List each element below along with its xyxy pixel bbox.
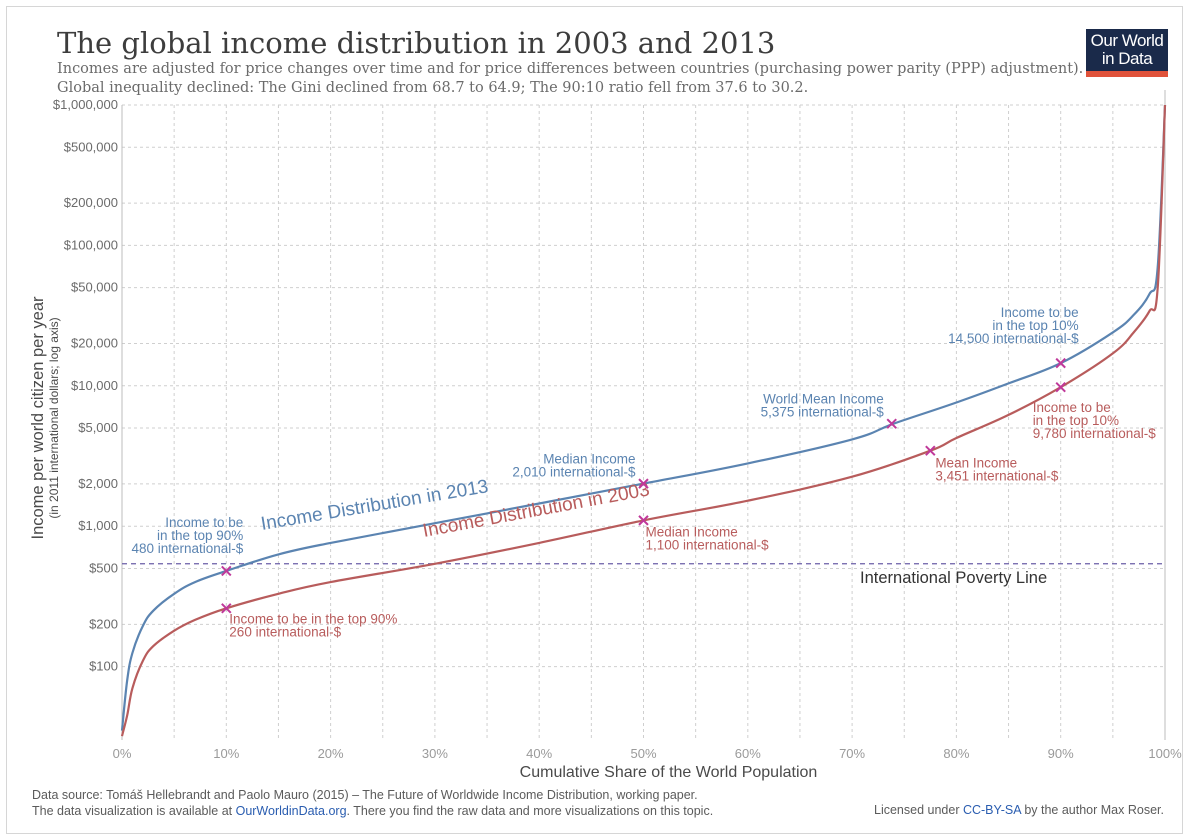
annotation-marker bbox=[638, 515, 649, 526]
x-axis-title: Cumulative Share of the World Population bbox=[520, 764, 818, 781]
page-subtitle: Incomes are adjusted for price changes o… bbox=[57, 60, 1083, 98]
y-tick-label: $500,000 bbox=[64, 139, 118, 154]
y-tick-label: $5,000 bbox=[78, 420, 118, 435]
y-tick-label: $200,000 bbox=[64, 195, 118, 210]
logo-accent-bar bbox=[1086, 71, 1168, 77]
y-axis-title: Income per world citizen per year bbox=[29, 296, 47, 540]
series-line-2013 bbox=[120, 104, 1167, 731]
logo-line-1: Our World bbox=[1090, 31, 1164, 50]
x-tick-label: 90% bbox=[1048, 746, 1074, 761]
annotation-marker bbox=[1055, 357, 1066, 369]
annotation-label: 14,500 international-$ bbox=[948, 331, 1079, 346]
annotation-label: Income to be bbox=[1001, 305, 1079, 320]
x-tick-label: 50% bbox=[630, 746, 656, 761]
annotation-label: in the top 90% bbox=[157, 528, 243, 543]
footer-viz-prefix: The data visualization is available at bbox=[32, 804, 236, 818]
series-line-2003 bbox=[120, 104, 1167, 737]
logo-line-2: in Data bbox=[1101, 49, 1153, 68]
y-tick-label: $1,000 bbox=[78, 518, 118, 533]
y-tick-label: $50,000 bbox=[71, 280, 118, 295]
annotation-label: Income to be bbox=[165, 515, 243, 530]
chart-frame bbox=[6, 6, 1183, 834]
x-tick-label: 100% bbox=[1148, 746, 1182, 761]
license-suffix: by the author Max Roser. bbox=[1020, 803, 1164, 817]
annotation-label: 3,451 international-$ bbox=[935, 469, 1059, 484]
y-tick-label: $200 bbox=[89, 616, 118, 631]
annotation-label: World Mean Income bbox=[763, 392, 884, 407]
x-tick-label: 30% bbox=[422, 746, 448, 761]
y-tick-label: $100 bbox=[89, 659, 118, 674]
footer-license: Licensed under CC-BY-SA by the author Ma… bbox=[874, 803, 1164, 817]
license-link[interactable]: CC-BY-SA bbox=[962, 803, 1021, 817]
footer-viz-line: The data visualization is available at O… bbox=[32, 803, 713, 819]
annotation-label: 1,100 international-$ bbox=[646, 537, 770, 552]
owid-link[interactable]: OurWorldinData.org bbox=[235, 804, 347, 818]
annotation-label: Income to be in the top 90% bbox=[229, 611, 397, 626]
x-tick-label: 40% bbox=[526, 746, 552, 761]
annotation-label: in the top 10% bbox=[1033, 413, 1119, 428]
annotation-label: 260 international-$ bbox=[229, 624, 341, 639]
x-tick-label: 10% bbox=[213, 746, 239, 761]
y-tick-label: $100,000 bbox=[64, 237, 118, 252]
annotation-label: Mean Income bbox=[935, 456, 1017, 471]
x-tick-label: 20% bbox=[318, 746, 344, 761]
annotation-label: 480 international-$ bbox=[131, 541, 243, 556]
annotation-marker bbox=[1055, 381, 1066, 393]
y-tick-label: $10,000 bbox=[71, 378, 118, 393]
annotation-label: Income to be bbox=[1033, 400, 1111, 415]
annotation-marker bbox=[221, 565, 232, 577]
x-tick-label: 80% bbox=[943, 746, 969, 761]
annotation-marker bbox=[925, 445, 936, 456]
annotation-marker bbox=[221, 603, 232, 614]
footer-source: Data source: Tomáš Hellebrandt and Paolo… bbox=[32, 787, 713, 819]
annotation-label: 5,375 international-$ bbox=[761, 405, 885, 420]
poverty-line-label: International Poverty Line bbox=[860, 569, 1047, 587]
page-title: The global income distribution in 2003 a… bbox=[57, 26, 776, 60]
annotation-label: in the top 10% bbox=[992, 318, 1078, 333]
y-tick-label: $20,000 bbox=[71, 336, 118, 351]
annotation-label: 9,780 international-$ bbox=[1033, 426, 1157, 441]
subtitle-line-2: Global inequality declined: The Gini dec… bbox=[57, 80, 809, 96]
annotation-marker bbox=[886, 418, 897, 429]
x-tick-label: 60% bbox=[735, 746, 761, 761]
y-tick-label: $1,000,000 bbox=[53, 97, 118, 112]
annotation-marker bbox=[638, 478, 649, 489]
y-tick-label: $2,000 bbox=[78, 476, 118, 491]
y-axis-subtitle: (in 2011 international dollars; log axis… bbox=[47, 317, 61, 518]
y-tick-label: $500 bbox=[89, 560, 118, 575]
our-world-in-data-logo[interactable]: Our World in Data bbox=[1086, 29, 1168, 77]
subtitle-line-1: Incomes are adjusted for price changes o… bbox=[57, 61, 1084, 77]
annotation-label: Median Income bbox=[543, 452, 635, 467]
annotation-label: 2,010 international-$ bbox=[512, 465, 636, 480]
x-tick-label: 70% bbox=[839, 746, 865, 761]
footer-viz-suffix: . There you find the raw data and more v… bbox=[346, 804, 714, 818]
license-prefix: Licensed under bbox=[874, 803, 963, 817]
footer-source-line: Data source: Tomáš Hellebrandt and Paolo… bbox=[32, 788, 698, 802]
x-tick-label: 0% bbox=[113, 746, 132, 761]
annotation-label: Median Income bbox=[646, 524, 738, 539]
